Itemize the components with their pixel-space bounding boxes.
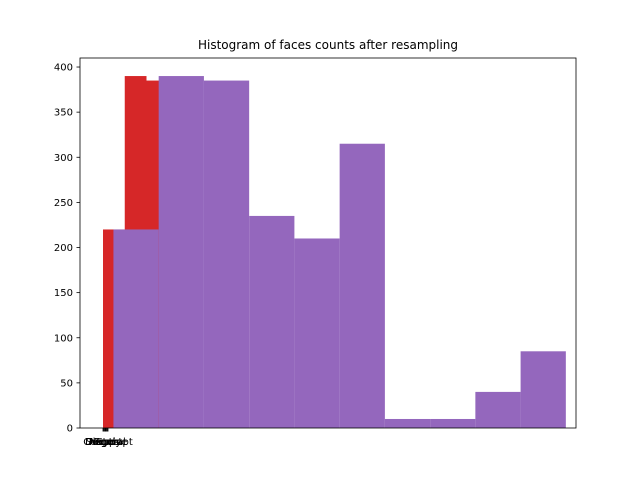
x-axis: AngerDisgustFearHappySadSurpriseNeutralC…	[83, 428, 133, 448]
x-tick-label: Disgust	[85, 437, 123, 448]
y-tick-label: 150	[54, 288, 73, 299]
x-tick-label: Contempt	[83, 437, 133, 448]
y-tick-label: 250	[54, 198, 73, 209]
y-tick-label: 50	[60, 378, 73, 389]
x-tick-label: Surprise	[86, 437, 127, 448]
x-tick-label: Fear	[94, 437, 116, 448]
histogram-bar-series1-bin1	[158, 76, 204, 429]
y-tick-label: 0	[67, 424, 73, 435]
histogram-bar-series1-bin3	[249, 215, 295, 428]
plot-frame	[79, 57, 577, 429]
x-tick-label: Anger	[88, 437, 119, 448]
y-tick-label: 200	[54, 243, 73, 254]
x-tick-label: Happy	[89, 437, 121, 448]
histogram-bar-series1-bin6	[384, 418, 431, 428]
y-tick-label: 400	[54, 63, 73, 74]
y-tick-label: 300	[54, 153, 73, 164]
x-tick-label: Sad	[96, 437, 115, 448]
histogram-bar-series1-bin8	[475, 391, 521, 428]
x-tick-label: Neutral	[89, 437, 126, 448]
chart-title: Histogram of faces counts after resampli…	[198, 38, 458, 52]
histogram-bar-series1-bin0	[113, 229, 159, 428]
y-tick-label: 100	[54, 333, 73, 344]
y-tick-label: 350	[54, 108, 73, 119]
histogram-bar-series1-bin4	[294, 238, 340, 428]
histogram-bar-series1-bin7	[430, 418, 476, 428]
bars-layer	[103, 76, 566, 429]
histogram-bar-series1-bin5	[339, 143, 385, 429]
histogram-bar-series1-bin9	[520, 351, 566, 428]
histogram-bar-series1-bin2	[203, 80, 250, 428]
y-axis: 0 50 100 150 200 250 300 350 400	[54, 63, 80, 435]
